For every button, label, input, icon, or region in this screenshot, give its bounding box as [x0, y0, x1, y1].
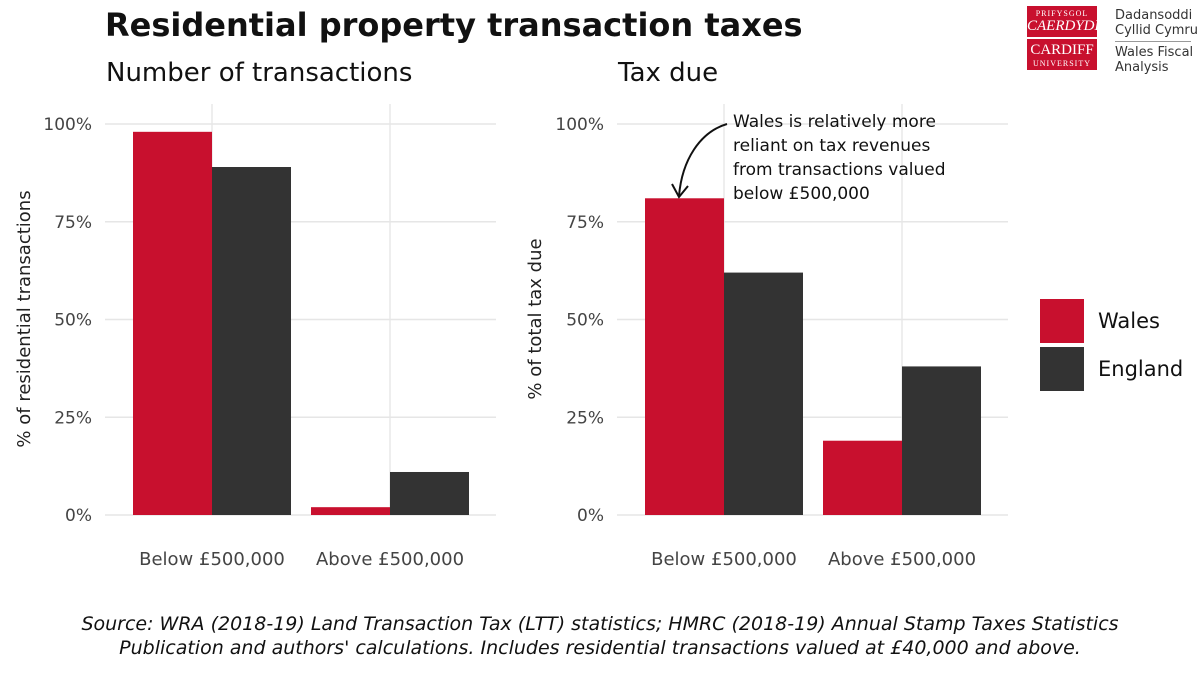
annotation-line: Wales is relatively more [733, 112, 936, 132]
annotation-line: from transactions valued [733, 160, 946, 180]
annotation-line: below £500,000 [733, 184, 870, 204]
bar-wales [823, 440, 902, 515]
brand-welsh-line-2: Cyllid Cymru [1115, 23, 1199, 38]
annotation-arrow [678, 123, 728, 197]
y-tick-label: 0% [65, 506, 92, 526]
annotation-text: Wales is relatively more reliant on tax … [733, 110, 983, 206]
y-tick-label: 75% [54, 213, 92, 233]
bar-wales [311, 507, 390, 515]
bar-england [724, 272, 803, 515]
y-tick-label: 25% [54, 408, 92, 428]
bar-england [902, 366, 981, 515]
logo-line-cardiff: CARDIFF [1030, 42, 1094, 58]
panel-title-tax-due: Tax due [618, 58, 719, 88]
y-tick-label: 100% [43, 115, 92, 135]
y-tick-label: 50% [566, 311, 604, 331]
chart-title: Residential property transaction taxes [105, 6, 803, 44]
bar-wales [645, 198, 724, 516]
source-line-1: Source: WRA (2018-19) Land Transaction T… [81, 613, 1119, 635]
source-line-2: Publication and authors' calculations. I… [119, 637, 1081, 659]
logo-english-block: CARDIFF UNIVERSITY [1027, 39, 1097, 70]
annotation-line: reliant on tax revenues [733, 136, 931, 156]
x-tick-label: Below £500,000 [651, 549, 797, 570]
panel-title-transactions: Number of transactions [106, 58, 413, 88]
x-tick-label: Above £500,000 [828, 549, 976, 570]
y-axis-label: % of residential transactions [14, 190, 35, 447]
logo-welsh-block: PRIFYSGOL CAERDYDD [1027, 6, 1106, 37]
source-note: Source: WRA (2018-19) Land Transaction T… [0, 612, 1200, 660]
bar-england [212, 167, 291, 515]
logo-line-prifysgol: PRIFYSGOL [1035, 9, 1089, 18]
y-tick-label: 50% [54, 311, 92, 331]
bar-england [390, 471, 469, 515]
logo-line-university: UNIVERSITY [1033, 59, 1091, 68]
y-tick-label: 0% [577, 506, 604, 526]
cardiff-university-logo: PRIFYSGOL CAERDYDD CARDIFF UNIVERSITY [1027, 6, 1106, 70]
charts-canvas: 0% 25% 50% 75% 100% Below £500,000 Above £500,… [14, 104, 1008, 570]
brand-english-line-1: Wales Fiscal [1115, 45, 1194, 60]
y-axis-label: % of total tax due [525, 238, 546, 399]
y-tick-label: 75% [566, 213, 604, 233]
annotation-arrowhead [671, 183, 689, 199]
y-tick-label: 100% [555, 115, 604, 135]
legend-swatch-england [1040, 347, 1084, 391]
brand-welsh-line-1: Dadansoddi [1115, 8, 1193, 23]
y-tick-label: 25% [566, 408, 604, 428]
legend-label-wales: Wales [1098, 309, 1160, 333]
x-tick-label: Above £500,000 [316, 549, 464, 570]
legend-label-england: England [1098, 357, 1184, 381]
x-tick-label: Below £500,000 [139, 549, 285, 570]
brand-english-line-2: Analysis [1115, 60, 1169, 75]
logo-line-caerdydd: CAERDYDD [1027, 18, 1106, 34]
wales-fiscal-analysis-brand: Dadansoddi Cyllid Cymru Wales Fiscal Ana… [1115, 8, 1198, 75]
bar-wales [133, 131, 212, 515]
legend-swatch-wales [1040, 299, 1084, 343]
brand-divider [1115, 41, 1191, 42]
